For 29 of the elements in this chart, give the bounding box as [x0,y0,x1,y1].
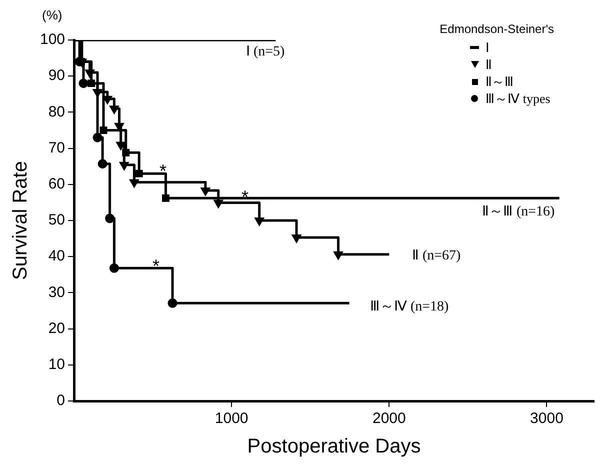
x-tick-label: 1000 [214,410,248,428]
y-tick-label: 10 [48,356,66,374]
legend-title: Edmondson-Steiner's [440,22,554,36]
annotation: * [159,160,167,181]
y-tick-label: 80 [48,103,66,120]
x-tick-label: 2000 [372,410,406,428]
y-tick-label: 20 [48,320,66,337]
y-tick-label: 0 [56,392,66,410]
x-axis-title: Postoperative Days [247,436,421,458]
legend-label: Ⅱ～Ⅲ [486,72,514,90]
y-axis-title: Survival Rate [10,161,32,280]
y-tick-label: 60 [48,176,66,193]
x-tick-label: 3000 [530,410,564,428]
legend-label: Ⅱ [486,56,492,72]
annotation: * [152,256,160,276]
annotation: Ⅲ～Ⅳ (n=18) [370,300,450,315]
y-tick-label: 100 [40,31,66,48]
annotation: Ⅱ～Ⅲ (n=16) [482,204,556,220]
legend-label: Ⅲ～Ⅳ types [486,90,550,108]
text: (%) [42,8,62,23]
annotation: Ⅱ (n=67) [412,248,462,264]
y-tick-label: 30 [48,284,66,301]
y-tick-label: 40 [48,248,66,265]
y-tick-label: 90 [48,67,66,84]
annotation: * [241,186,249,207]
legend-label: Ⅰ [486,40,490,56]
y-tick-label: 70 [48,139,66,156]
annotation: Ⅰ (n=5) [246,44,286,60]
y-tick-label: 50 [48,212,66,229]
